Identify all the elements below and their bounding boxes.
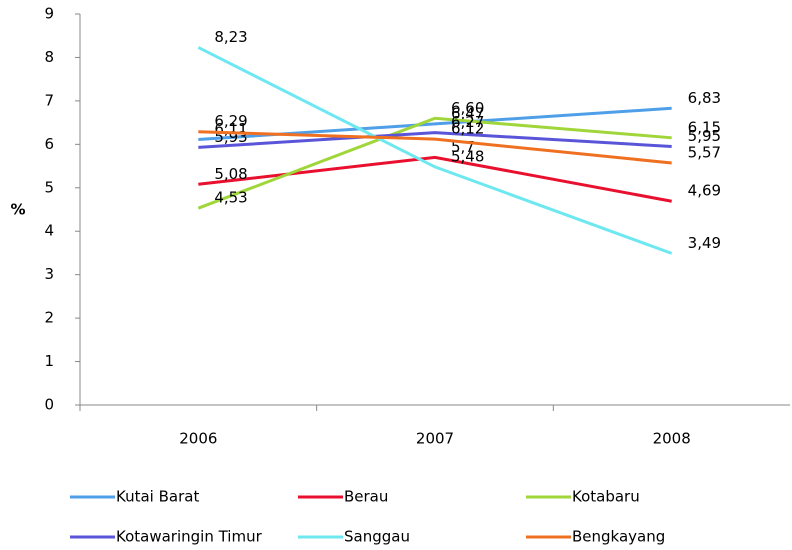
legend-label: Kotawaringin Timur: [116, 528, 263, 546]
data-label: 6,15: [688, 118, 721, 136]
series-line: [197, 46, 673, 255]
y-tick-label: 1: [44, 352, 54, 370]
series-line: [198, 130, 672, 165]
data-label: 6,47: [451, 104, 484, 122]
data-label: 3,49: [688, 234, 721, 252]
data-label: 5,48: [451, 147, 484, 165]
series-line: [198, 155, 672, 203]
y-tick-label: 0: [44, 396, 54, 414]
data-label: 6,12: [451, 120, 484, 138]
series-line: [197, 116, 672, 210]
legend-label: Kutai Barat: [116, 488, 199, 506]
legend-label: Kotabaru: [572, 488, 640, 506]
y-axis-label: %: [10, 201, 25, 219]
data-label: 4,69: [688, 182, 721, 200]
data-label: 4,53: [214, 189, 247, 207]
data-label: 5,57: [688, 144, 721, 162]
y-tick-label: 9: [44, 5, 54, 23]
y-tick-label: 2: [44, 309, 54, 327]
data-label: 6,83: [688, 89, 721, 107]
data-label: 5,08: [214, 165, 247, 183]
data-label: 6,29: [214, 112, 247, 130]
x-tick-label: 2006: [179, 430, 217, 448]
legend-label: Bengkayang: [572, 528, 665, 546]
series-line: [198, 131, 672, 149]
data-label: 6,27: [451, 113, 484, 131]
y-tick-label: 6: [44, 135, 54, 153]
data-label: 5,93: [214, 128, 247, 146]
data-label: 8,23: [214, 28, 247, 46]
legend-label: Berau: [344, 488, 388, 506]
legend-label: Sanggau: [344, 528, 410, 546]
x-tick-label: 2007: [416, 430, 454, 448]
x-tick-label: 2008: [653, 430, 691, 448]
y-tick-label: 3: [44, 265, 54, 283]
data-label: 5,95: [688, 127, 721, 145]
data-label: 6,60: [451, 99, 484, 117]
y-tick-label: 4: [44, 222, 54, 240]
y-tick-label: 5: [44, 178, 54, 196]
y-tick-label: 7: [44, 91, 54, 109]
y-tick-label: 8: [44, 48, 54, 66]
